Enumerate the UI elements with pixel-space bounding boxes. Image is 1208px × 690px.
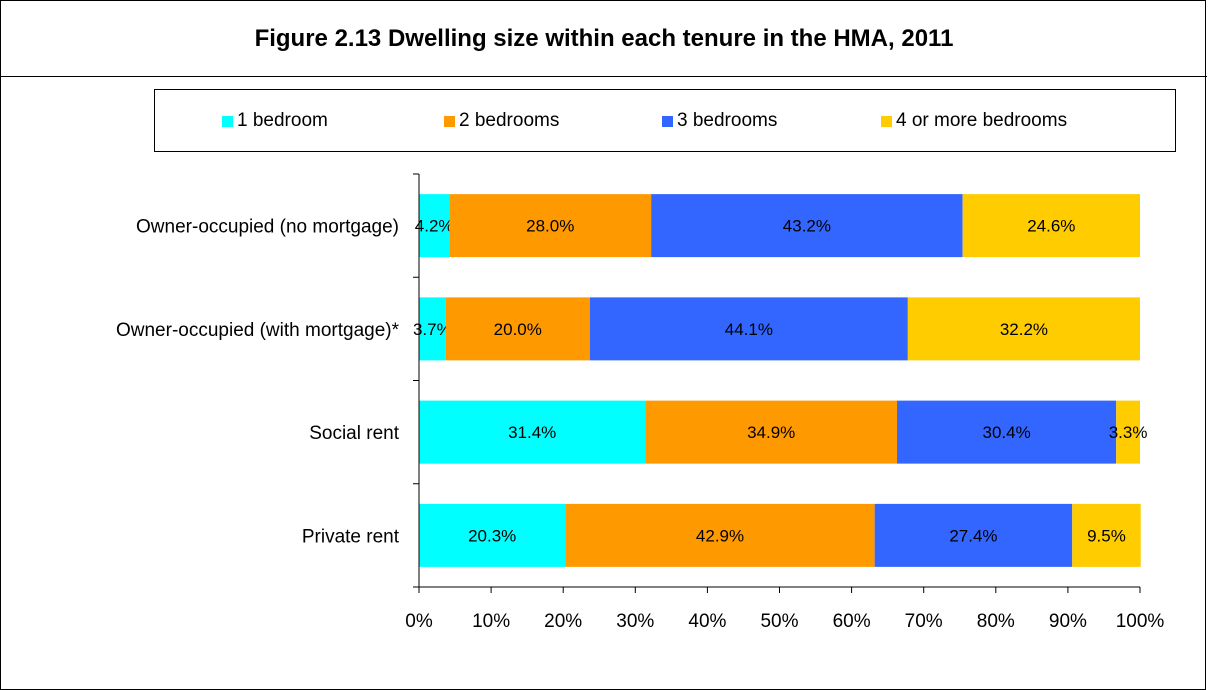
legend-swatch bbox=[881, 115, 892, 127]
legend-swatch bbox=[222, 115, 233, 127]
x-tick-label: 70% bbox=[905, 611, 943, 632]
legend-label: 3 bedrooms bbox=[677, 110, 778, 131]
category-label: Social rent bbox=[309, 423, 399, 444]
x-tick-label: 90% bbox=[1049, 611, 1087, 632]
category-label: Private rent bbox=[302, 526, 400, 547]
legend-swatch bbox=[662, 115, 673, 127]
legend-label: 4 or more bedrooms bbox=[896, 110, 1068, 131]
bar-segment bbox=[445, 297, 590, 361]
data-label: 9.5% bbox=[1087, 526, 1126, 545]
data-label: 43.2% bbox=[783, 217, 831, 236]
bar-segment bbox=[651, 194, 963, 258]
legend-label: 1 bedroom bbox=[237, 110, 328, 131]
legend-item-1-bedroom: 1 bedroom bbox=[222, 110, 328, 132]
bar-segment bbox=[962, 194, 1140, 258]
chart-legend: 1 bedroom 2 bedrooms 3 bedrooms 4 or mor… bbox=[154, 89, 1176, 152]
bar-segment bbox=[565, 503, 875, 567]
data-label: 20.3% bbox=[468, 526, 516, 545]
data-label: 20.0% bbox=[494, 320, 542, 339]
data-label: 31.4% bbox=[508, 423, 556, 442]
data-label: 30.4% bbox=[983, 423, 1031, 442]
title-bar: Figure 2.13 Dwelling size within each te… bbox=[1, 1, 1207, 77]
bar-segment bbox=[1116, 400, 1140, 464]
category-label: Owner-occupied (with mortgage)* bbox=[116, 320, 400, 341]
x-tick-label: 40% bbox=[688, 611, 726, 632]
bar-segment bbox=[874, 503, 1073, 567]
x-tick-label: 60% bbox=[833, 611, 871, 632]
data-label: 3.7% bbox=[413, 320, 452, 339]
data-label: 27.4% bbox=[949, 526, 997, 545]
legend-label: 2 bedrooms bbox=[459, 110, 560, 131]
bar-segment bbox=[419, 503, 566, 567]
x-tick-label: 20% bbox=[544, 611, 582, 632]
data-label: 42.9% bbox=[696, 526, 744, 545]
bar-segment bbox=[589, 297, 908, 361]
legend-item-4-or-more-bedrooms: 4 or more bedrooms bbox=[881, 110, 1067, 132]
data-label: 4.2% bbox=[415, 217, 454, 236]
data-label: 24.6% bbox=[1027, 217, 1075, 236]
x-tick-label: 0% bbox=[405, 611, 433, 632]
bar-segment bbox=[907, 297, 1140, 361]
data-label: 32.2% bbox=[1000, 320, 1048, 339]
data-label: 34.9% bbox=[747, 423, 795, 442]
bar-segment bbox=[419, 297, 446, 361]
bar-segment bbox=[645, 400, 898, 464]
chart-title: Figure 2.13 Dwelling size within each te… bbox=[254, 24, 954, 52]
data-label: 44.1% bbox=[725, 320, 773, 339]
bar-segment bbox=[419, 400, 646, 464]
legend-swatch bbox=[444, 115, 455, 127]
legend-item-3-bedrooms: 3 bedrooms bbox=[662, 110, 777, 132]
x-tick-label: 80% bbox=[977, 611, 1015, 632]
x-tick-label: 50% bbox=[760, 611, 798, 632]
data-label: 28.0% bbox=[526, 217, 574, 236]
x-tick-label: 30% bbox=[616, 611, 654, 632]
bar-segment bbox=[897, 400, 1117, 464]
x-tick-label: 10% bbox=[472, 611, 510, 632]
data-label: 3.3% bbox=[1109, 423, 1148, 442]
bar-segment bbox=[419, 194, 450, 258]
bar-segment bbox=[1072, 503, 1141, 567]
legend-item-2-bedrooms: 2 bedrooms bbox=[444, 110, 559, 132]
category-label: Owner-occupied (no mortgage) bbox=[136, 217, 399, 238]
bar-segment bbox=[449, 194, 652, 258]
x-tick-label: 100% bbox=[1116, 611, 1165, 632]
